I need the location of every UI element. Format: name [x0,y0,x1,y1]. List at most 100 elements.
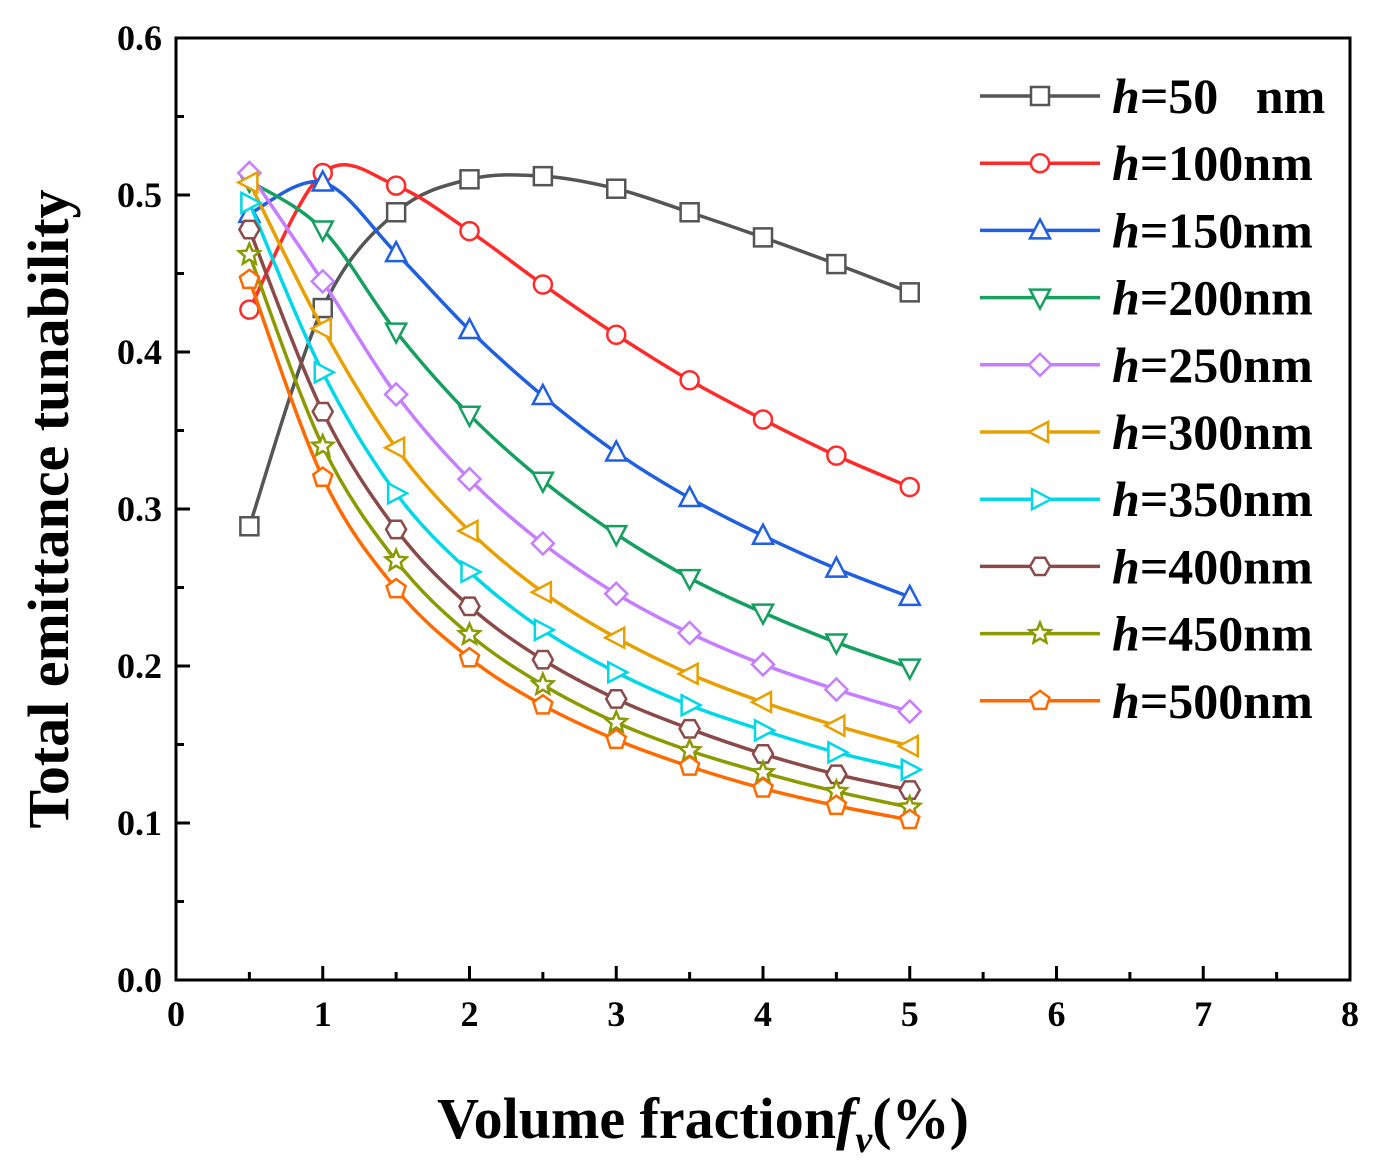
data-point [385,202,407,223]
series-10 [238,268,921,830]
data-point [752,409,774,430]
data-point [458,596,481,617]
legend-label-symbol: h [1112,68,1140,124]
x-tick-label: 5 [901,994,919,1034]
data-point [311,401,335,422]
data-point [309,316,332,341]
data-point [235,170,259,195]
data-point [309,268,336,295]
data-point [750,603,776,627]
data-point [532,165,554,187]
data-point [530,471,555,495]
data-point [825,794,848,816]
legend-label-value: =400nm [1140,538,1313,594]
legend-marker [1029,152,1051,174]
legend-item: h=150nm [980,202,1313,258]
data-point [239,516,260,537]
series-2 [239,162,920,498]
data-point [677,484,702,508]
data-point [531,649,555,670]
legend-label: h=350nm [1112,471,1313,527]
data-point [750,522,776,545]
series-8 [237,219,922,800]
data-point [678,718,702,739]
data-point [383,381,409,408]
x-axis: 0 1 2 3 4 5 6 7 8 [167,966,1359,1034]
data-point [384,239,409,263]
data-point [823,676,850,703]
data-point [750,651,776,678]
data-point [385,175,407,196]
legend-label-symbol: h [1112,202,1140,258]
series-line [247,173,911,527]
legend-marker [1028,556,1052,577]
data-point [531,693,554,715]
data-point [529,580,553,605]
data-point [237,219,261,240]
data-point [602,625,626,650]
legend-item: h=250nm [980,337,1313,393]
data-point [311,466,334,487]
legend-label: h=500nm [1112,673,1313,729]
legend-label-value: =150nm [1140,202,1313,258]
data-point [899,282,920,303]
legend-label-value: =50 nm [1140,68,1325,124]
legend-label-symbol: h [1112,337,1140,393]
legend-label-value: =450nm [1140,606,1313,662]
data-point [749,690,773,715]
legend-label: h=100nm [1112,135,1313,191]
data-point [604,524,629,548]
data-point [826,445,847,466]
data-point [675,661,699,686]
legend-label: h=450nm [1112,606,1313,662]
data-point [677,568,702,592]
legend-marker [1027,352,1053,378]
data-point [533,617,557,642]
legend-marker [1026,619,1054,646]
x-tick-label: 0 [167,994,185,1034]
y-tick-label: 0.5 [117,175,162,215]
data-point [678,754,701,776]
legend-item: h=350nm [980,471,1313,527]
legend: h=50 nmh=100nmh=150nmh=200nmh=250nmh=300… [980,68,1325,729]
data-point [530,530,556,557]
data-point [824,764,848,785]
data-point [384,322,409,346]
legend-marker [1027,288,1053,312]
y-tick-label: 0.6 [117,18,162,58]
legend-label-value: =350nm [1140,471,1313,527]
legend-item: h=500nm [980,673,1313,729]
legend-label: h=400nm [1112,538,1313,594]
data-point [456,466,483,492]
data-point [238,268,261,290]
series-line [247,172,911,714]
data-point [239,299,260,320]
y-tick-label: 0.2 [117,646,162,686]
legend-label: h=250nm [1112,337,1313,393]
y-tick-label: 0.1 [117,803,162,843]
x-tick-label: 3 [607,994,625,1034]
data-point [826,253,847,275]
legend-label-symbol: h [1112,135,1140,191]
x-tick-label: 7 [1194,994,1212,1034]
legend-marker [1027,216,1053,240]
x-axis-title-text: Volume fraction [437,1086,836,1151]
legend-item: h=50 nm [980,68,1325,124]
data-point [385,577,408,599]
data-point [605,728,628,750]
data-point [458,646,481,668]
data-point [824,554,849,578]
legend-item: h=450nm [980,606,1313,662]
data-point [386,481,410,506]
series-line [248,179,911,670]
x-axis-title: Volume fractionfv(%) [437,1086,969,1161]
data-point [382,546,410,573]
data-point [822,713,846,738]
legend-item: h=300nm [980,404,1313,460]
legend-label-value: =100nm [1140,135,1313,191]
legend-item: h=200nm [980,270,1313,326]
y-tick-label: 0.0 [117,960,162,1000]
legend-label-symbol: h [1112,673,1140,729]
series-3 [237,168,922,607]
